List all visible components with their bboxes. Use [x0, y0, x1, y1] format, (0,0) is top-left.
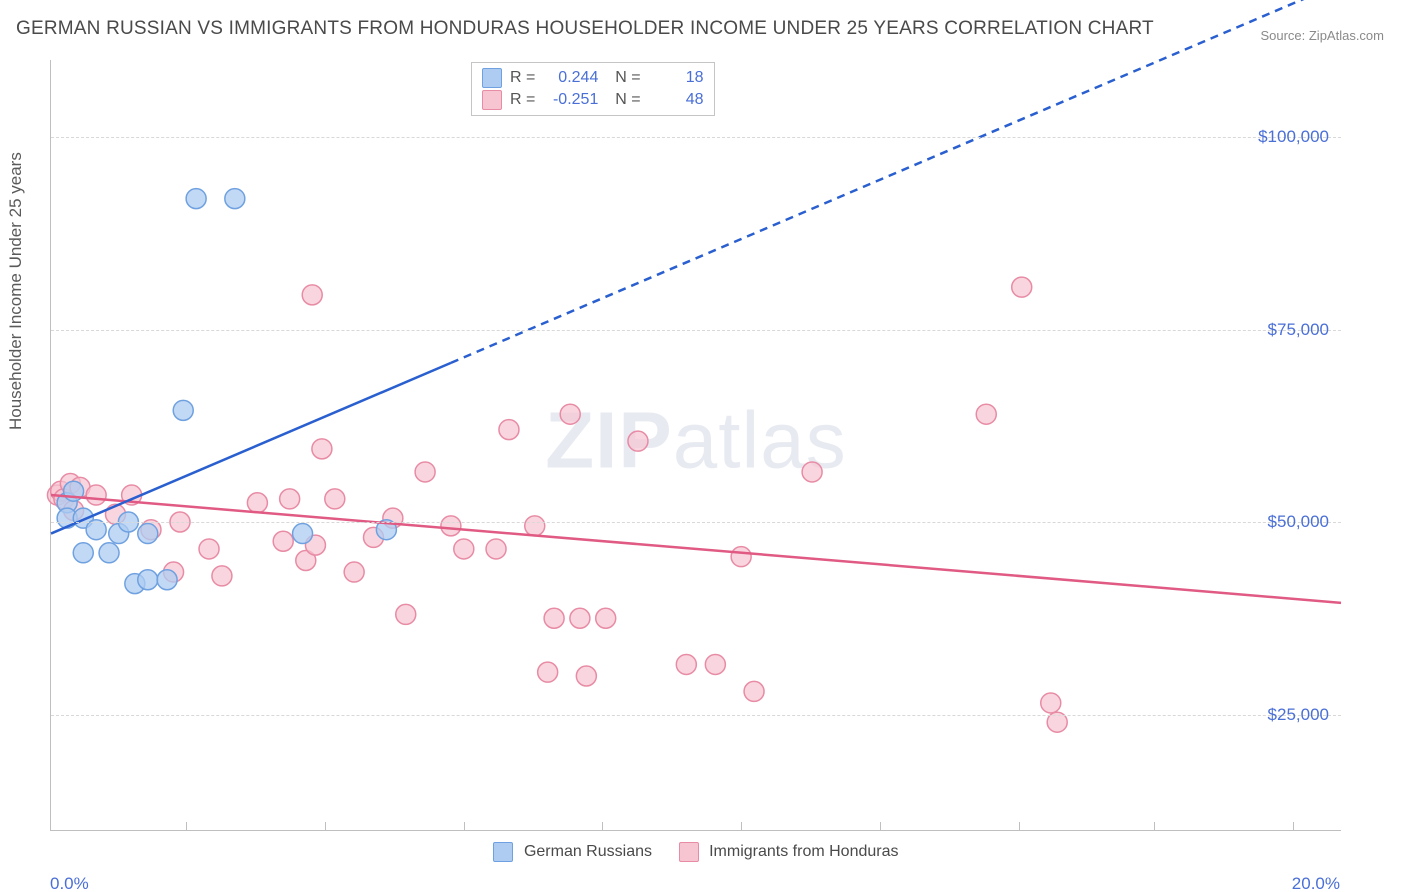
data-point	[302, 285, 322, 305]
data-point	[499, 420, 519, 440]
data-point	[199, 539, 219, 559]
y-tick-label: $25,000	[1268, 705, 1329, 725]
data-point	[99, 543, 119, 563]
x-tick	[325, 822, 326, 830]
data-point	[273, 531, 293, 551]
data-point	[731, 547, 751, 567]
source-attribution: Source: ZipAtlas.com	[1260, 28, 1384, 43]
data-point	[570, 608, 590, 628]
swatch-blue-icon	[493, 842, 513, 862]
x-max-label: 20.0%	[1292, 874, 1340, 892]
data-point	[280, 489, 300, 509]
x-tick	[1154, 822, 1155, 830]
data-point	[86, 485, 106, 505]
data-point	[744, 681, 764, 701]
data-point	[325, 489, 345, 509]
x-tick	[1019, 822, 1020, 830]
data-point	[415, 462, 435, 482]
data-point	[486, 539, 506, 559]
data-point	[173, 400, 193, 420]
data-point	[1012, 277, 1032, 297]
data-point	[544, 608, 564, 628]
data-point	[560, 404, 580, 424]
data-point	[293, 524, 313, 544]
legend-blue-label: German Russians	[524, 843, 652, 860]
gridline	[51, 715, 1341, 716]
data-point	[1041, 693, 1061, 713]
trend-line	[451, 0, 1341, 363]
gridline	[51, 330, 1341, 331]
y-tick-label: $75,000	[1268, 320, 1329, 340]
data-point	[312, 439, 332, 459]
x-tick	[186, 822, 187, 830]
data-point	[628, 431, 648, 451]
trend-line	[51, 495, 1341, 603]
gridline	[51, 137, 1341, 138]
data-point	[212, 566, 232, 586]
data-point	[525, 516, 545, 536]
data-point	[73, 543, 93, 563]
y-tick-label: $100,000	[1258, 127, 1329, 147]
data-point	[247, 493, 267, 513]
gridline	[51, 522, 1341, 523]
x-tick	[880, 822, 881, 830]
data-point	[676, 654, 696, 674]
y-axis-label: Householder Income Under 25 years	[6, 152, 26, 430]
data-point	[538, 662, 558, 682]
data-point	[186, 189, 206, 209]
legend-pink-label: Immigrants from Honduras	[709, 843, 898, 860]
plot-area: R = 0.244 N = 18 R = -0.251 N = 48 ZIPat…	[50, 60, 1341, 831]
source-link[interactable]: ZipAtlas.com	[1309, 28, 1384, 43]
swatch-pink-icon	[679, 842, 699, 862]
x-tick	[741, 822, 742, 830]
data-point	[596, 608, 616, 628]
x-tick	[1293, 822, 1294, 830]
data-point	[157, 570, 177, 590]
data-point	[396, 604, 416, 624]
data-point	[441, 516, 461, 536]
data-point	[138, 570, 158, 590]
chart-title: GERMAN RUSSIAN VS IMMIGRANTS FROM HONDUR…	[16, 18, 1154, 40]
data-point	[976, 404, 996, 424]
x-tick	[464, 822, 465, 830]
data-point	[802, 462, 822, 482]
x-tick	[602, 822, 603, 830]
series-legend: German Russians Immigrants from Honduras	[51, 842, 1341, 862]
data-point	[225, 189, 245, 209]
chart-container: GERMAN RUSSIAN VS IMMIGRANTS FROM HONDUR…	[0, 0, 1406, 892]
x-min-label: 0.0%	[50, 874, 89, 892]
data-point	[138, 524, 158, 544]
data-point	[344, 562, 364, 582]
source-prefix: Source:	[1260, 28, 1308, 43]
data-point	[576, 666, 596, 686]
y-tick-label: $50,000	[1268, 512, 1329, 532]
data-point	[705, 654, 725, 674]
data-point	[454, 539, 474, 559]
